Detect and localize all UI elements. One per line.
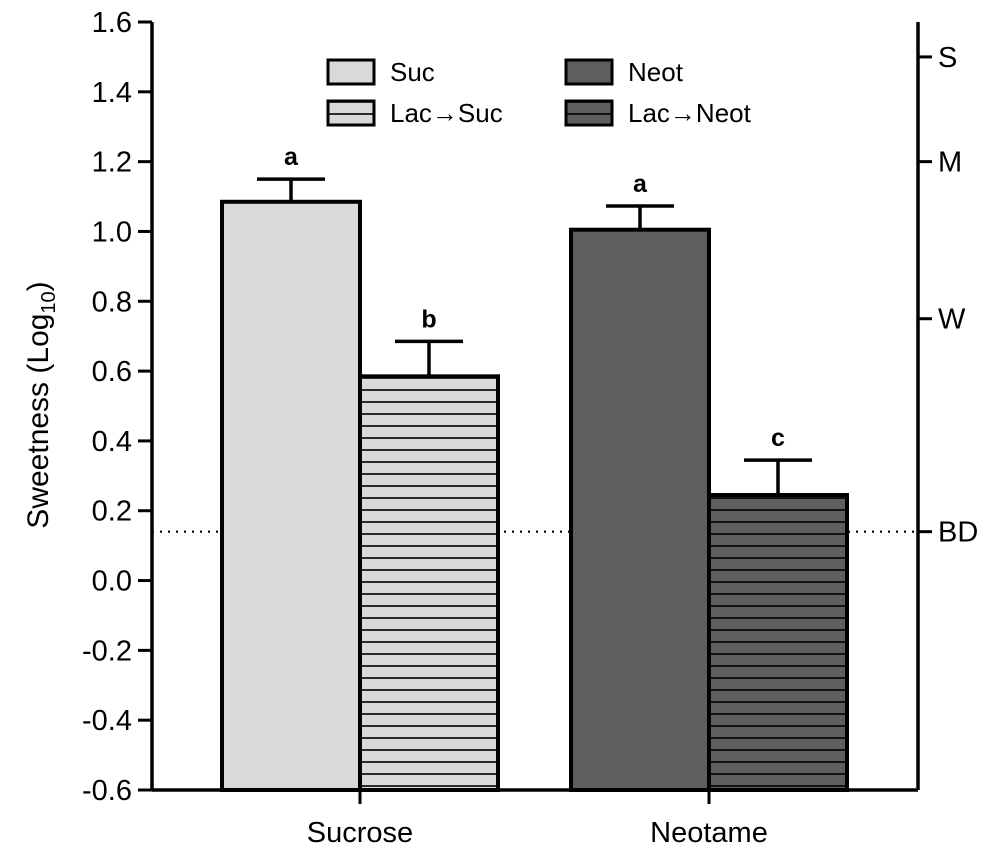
y-axis-label-close: ) — [22, 281, 55, 291]
significance-label-suc: a — [284, 143, 299, 171]
bar-lac-to-neot — [707, 493, 849, 792]
legend-label-neot: Neot — [628, 57, 684, 87]
legend-swatch-neot — [564, 58, 614, 86]
y-axis-label: Sweetness (Log10) — [22, 281, 60, 528]
significance-label-lac-to-suc: b — [421, 305, 436, 333]
right-axis-label: BD — [938, 517, 978, 549]
legend-label-lac-to-neot: Lac→Neot — [628, 98, 752, 128]
right-axis-label: S — [938, 42, 957, 74]
y-tick-label: 0.0 — [92, 566, 132, 598]
y-tick-label: 0.2 — [92, 496, 132, 528]
y-tick-label: -0.4 — [82, 705, 132, 737]
significance-label-neot: a — [633, 170, 648, 198]
y-tick-label: 0.6 — [92, 356, 132, 388]
y-axis-label-main: Sweetness (Log — [22, 314, 55, 529]
y-tick-label: 0.8 — [92, 286, 132, 318]
y-axis-label-subscript: 10 — [38, 291, 60, 313]
y-tick-label: 1.6 — [92, 7, 132, 39]
bar-lac-to-suc — [358, 374, 500, 792]
y-tick-label: -0.2 — [82, 635, 132, 667]
x-tick-label: Sucrose — [307, 817, 413, 849]
legend-swatch-lac-to-neot — [564, 99, 614, 127]
right-axis-label: M — [938, 147, 962, 179]
bar-suc — [220, 199, 362, 793]
legend-swatch-suc — [326, 58, 376, 86]
legend: Suc Neot Lac→Suc Lac→Neot — [326, 57, 752, 128]
y-tick-label: -0.6 — [82, 775, 132, 807]
axes-layer: -0.6 -0.4 -0.2 0.0 0.2 0.4 0.6 0.8 1.0 1.2 1.4 1.6 S… — [82, 7, 978, 849]
y-tick-label: 1.2 — [92, 147, 132, 179]
legend-label-lac-to-suc: Lac→Suc — [390, 98, 503, 128]
bar-neot — [569, 227, 711, 792]
y-tick-label: 1.0 — [92, 216, 132, 248]
legend-swatch-lac-to-suc — [326, 99, 376, 127]
right-axis-label: W — [938, 304, 966, 336]
y-tick-label: 0.4 — [92, 426, 132, 458]
significance-label-lac-to-neot: c — [771, 424, 785, 452]
legend-label-suc: Suc — [390, 57, 435, 87]
x-tick-label: Neotame — [650, 817, 768, 849]
y-tick-label: 1.4 — [92, 77, 132, 109]
bars-layer: a b a c — [220, 143, 849, 793]
